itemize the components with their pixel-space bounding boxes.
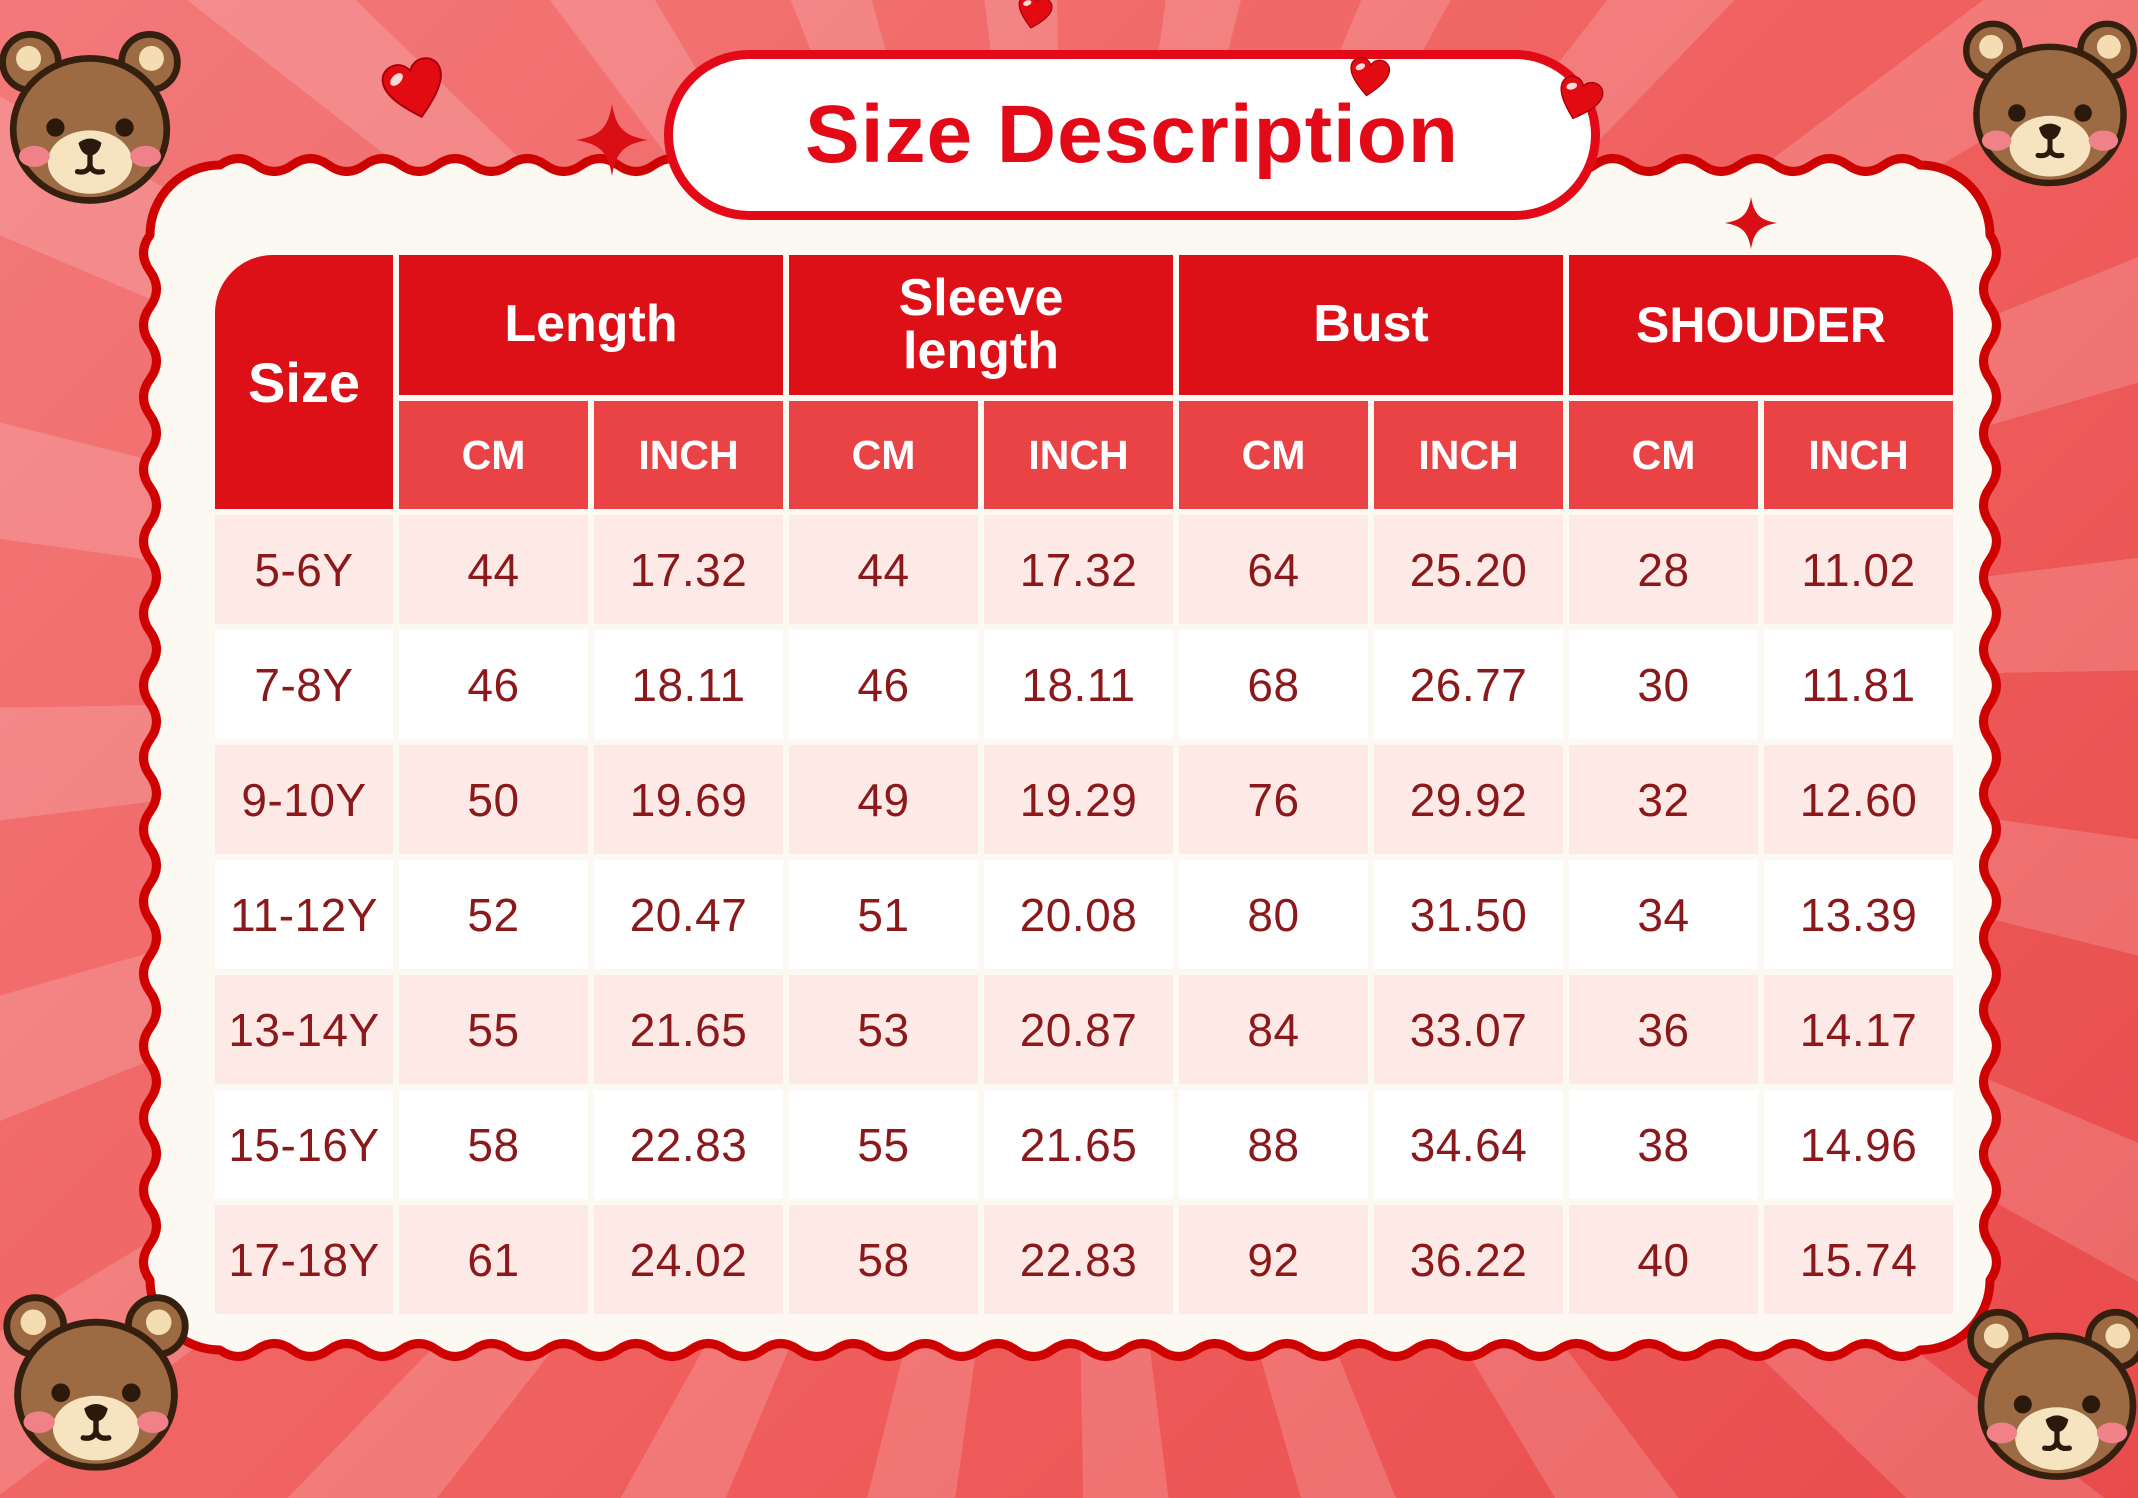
- table-cell: 21.65: [984, 1090, 1173, 1199]
- col-header-shoulder: SHOUDER: [1569, 255, 1953, 395]
- table-cell: 44: [789, 515, 978, 624]
- table-cell: 50: [399, 745, 588, 854]
- table-cell: 44: [399, 515, 588, 624]
- size-table: Size Length Sleeve length Bust SHOUDER C…: [215, 255, 1953, 1314]
- size-row-label: 13-14Y: [215, 975, 393, 1084]
- unit-header-sleeve-cm: CM: [789, 401, 978, 509]
- table-cell: 36: [1569, 975, 1758, 1084]
- table-cell: 34: [1569, 860, 1758, 969]
- teddy-bear-icon: [1958, 10, 2138, 194]
- table-cell: 17.32: [594, 515, 783, 624]
- table-cell: 22.83: [594, 1090, 783, 1199]
- table-cell: 53: [789, 975, 978, 1084]
- table-cell: 80: [1179, 860, 1368, 969]
- size-row-label: 7-8Y: [215, 630, 393, 739]
- table-cell: 76: [1179, 745, 1368, 854]
- table-cell: 58: [399, 1090, 588, 1199]
- table-cell: 11.81: [1764, 630, 1953, 739]
- table-cell: 13.39: [1764, 860, 1953, 969]
- table-cell: 34.64: [1374, 1090, 1563, 1199]
- table-cell: 55: [399, 975, 588, 1084]
- table-cell: 64: [1179, 515, 1368, 624]
- unit-header-shoulder-cm: CM: [1569, 401, 1758, 509]
- teddy-bear-icon: [0, 20, 186, 212]
- table-cell: 36.22: [1374, 1205, 1563, 1314]
- size-row-label: 9-10Y: [215, 745, 393, 854]
- table-cell: 61: [399, 1205, 588, 1314]
- table-cell: 38: [1569, 1090, 1758, 1199]
- four-point-sparkle-icon: [1724, 196, 1778, 250]
- table-cell: 15.74: [1764, 1205, 1953, 1314]
- unit-header-shoulder-inch: INCH: [1764, 401, 1953, 509]
- unit-header-sleeve-inch: INCH: [984, 401, 1173, 509]
- table-cell: 14.96: [1764, 1090, 1953, 1199]
- table-cell: 55: [789, 1090, 978, 1199]
- title-pill: Size Description: [664, 50, 1600, 220]
- table-cell: 26.77: [1374, 630, 1563, 739]
- heart-icon: [1346, 55, 1392, 99]
- table-cell: 18.11: [594, 630, 783, 739]
- table-cell: 25.20: [1374, 515, 1563, 624]
- table-cell: 32: [1569, 745, 1758, 854]
- unit-header-bust-inch: INCH: [1374, 401, 1563, 509]
- four-point-sparkle-icon: [576, 104, 648, 176]
- col-header-length: Length: [399, 255, 783, 395]
- table-cell: 20.47: [594, 860, 783, 969]
- col-header-size: Size: [215, 255, 393, 509]
- table-cell: 52: [399, 860, 588, 969]
- table-cell: 46: [399, 630, 588, 739]
- col-header-bust: Bust: [1179, 255, 1563, 395]
- table-cell: 21.65: [594, 975, 783, 1084]
- size-row-label: 11-12Y: [215, 860, 393, 969]
- unit-header-bust-cm: CM: [1179, 401, 1368, 509]
- table-cell: 24.02: [594, 1205, 783, 1314]
- table-cell: 33.07: [1374, 975, 1563, 1084]
- table-cell: 40: [1569, 1205, 1758, 1314]
- size-row-label: 5-6Y: [215, 515, 393, 624]
- teddy-bear-icon: [0, 1283, 194, 1479]
- unit-header-length-cm: CM: [399, 401, 588, 509]
- table-cell: 28: [1569, 515, 1758, 624]
- table-cell: 31.50: [1374, 860, 1563, 969]
- table-cell: 20.08: [984, 860, 1173, 969]
- table-cell: 49: [789, 745, 978, 854]
- table-cell: 84: [1179, 975, 1368, 1084]
- table-cell: 88: [1179, 1090, 1368, 1199]
- table-cell: 29.92: [1374, 745, 1563, 854]
- table-cell: 19.69: [594, 745, 783, 854]
- unit-header-length-inch: INCH: [594, 401, 783, 509]
- table-cell: 58: [789, 1205, 978, 1314]
- table-cell: 12.60: [1764, 745, 1953, 854]
- table-cell: 14.17: [1764, 975, 1953, 1084]
- table-cell: 18.11: [984, 630, 1173, 739]
- table-cell: 19.29: [984, 745, 1173, 854]
- col-header-sleeve-length: Sleeve length: [789, 255, 1173, 395]
- size-row-label: 15-16Y: [215, 1090, 393, 1199]
- table-cell: 30: [1569, 630, 1758, 739]
- table-cell: 17.32: [984, 515, 1173, 624]
- table-cell: 11.02: [1764, 515, 1953, 624]
- page-title: Size Description: [805, 89, 1459, 180]
- table-cell: 51: [789, 860, 978, 969]
- table-cell: 22.83: [984, 1205, 1173, 1314]
- teddy-bear-icon: [1962, 1298, 2138, 1488]
- table-cell: 68: [1179, 630, 1368, 739]
- size-row-label: 17-18Y: [215, 1205, 393, 1314]
- table-cell: 92: [1179, 1205, 1368, 1314]
- table-cell: 20.87: [984, 975, 1173, 1084]
- table-cell: 46: [789, 630, 978, 739]
